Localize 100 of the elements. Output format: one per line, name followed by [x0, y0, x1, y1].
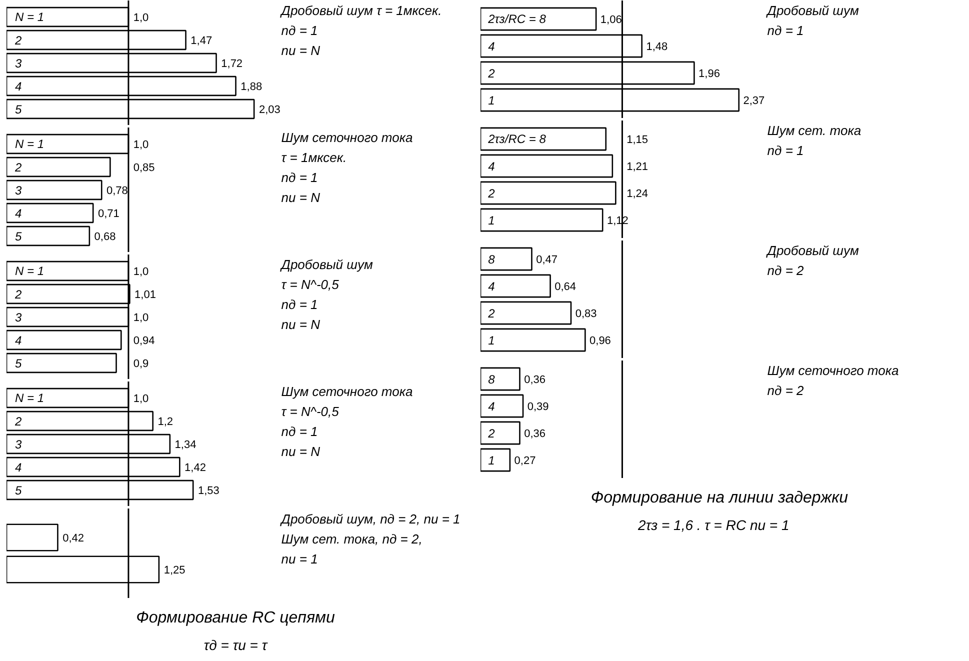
- category-label: 4: [15, 80, 22, 94]
- category-label: 2τз/RC = 8: [488, 132, 546, 146]
- data-label: 0,42: [62, 532, 84, 544]
- category-label: 1: [488, 454, 495, 468]
- data-label: 0,68: [94, 231, 116, 243]
- category-label: 2: [15, 414, 22, 428]
- data-label: 0,64: [554, 281, 576, 293]
- text: Дробовый шум τ = 1мксек.: [279, 2, 442, 18]
- category-label: 4: [488, 160, 495, 174]
- text: τд = τи = τ: [204, 637, 268, 654]
- text: Шум сеточного тока: [281, 384, 413, 399]
- data-label: 1,48: [646, 41, 668, 53]
- data-label: 1,53: [198, 485, 220, 497]
- category-label: 4: [15, 460, 22, 474]
- data-label: 2,37: [743, 95, 765, 107]
- text: nи = N: [281, 444, 321, 459]
- category-label: 4: [488, 40, 495, 54]
- data-label: 0,78: [106, 185, 128, 197]
- category-label: 2: [488, 306, 495, 320]
- data-label: 1,96: [698, 68, 720, 80]
- bar: [6, 202, 94, 224]
- data-label: 0,71: [98, 208, 120, 220]
- category-label: 5: [15, 230, 22, 244]
- bar: [480, 7, 597, 31]
- category-label: 4: [488, 400, 495, 414]
- data-label: 0,47: [536, 254, 558, 266]
- data-label: 0,96: [590, 335, 611, 347]
- data-label: 1,0: [133, 312, 149, 324]
- data-label: 0,83: [575, 308, 597, 320]
- data-label: 2,03: [258, 104, 280, 116]
- category-label: 2: [15, 34, 22, 48]
- data-label: 1,0: [133, 266, 149, 278]
- data-label: 1,15: [626, 134, 648, 146]
- bar: [480, 181, 616, 205]
- category-label: N = 1: [15, 391, 44, 405]
- category-label: 1: [488, 94, 495, 108]
- text: nи = 1: [281, 552, 318, 567]
- text: 2τз = 1,6 . τ = RC nи = 1: [637, 517, 790, 534]
- data-label: 1,72: [221, 58, 243, 70]
- category-label: 3: [15, 310, 22, 324]
- text: Дробовый шум: [279, 256, 373, 272]
- data-label: 1,0: [133, 139, 149, 151]
- bar: [6, 330, 122, 350]
- category-label: 5: [15, 102, 22, 116]
- data-label: 1,01: [134, 289, 156, 301]
- data-label: 0,36: [524, 428, 546, 440]
- text: Формирование RC цепями: [136, 609, 335, 626]
- category-label: 8: [488, 372, 495, 386]
- category-label: 8: [488, 252, 495, 266]
- category-label: 4: [15, 334, 22, 348]
- data-label: 0,39: [527, 401, 549, 413]
- data-label: 1,34: [174, 439, 196, 451]
- bar: [480, 301, 572, 325]
- category-label: 2: [15, 288, 22, 302]
- bar: [480, 274, 551, 298]
- data-label: 0,27: [514, 455, 536, 467]
- text: nд = 2: [767, 263, 805, 278]
- bar: [6, 352, 117, 374]
- category-label: 2: [15, 160, 22, 174]
- data-label: 0,9: [133, 358, 149, 370]
- category-label: 5: [15, 484, 22, 498]
- text: τ = 1мксек.: [281, 150, 347, 165]
- bar: [6, 156, 111, 178]
- category-label: N = 1: [15, 137, 44, 151]
- category-label: 1: [488, 214, 495, 228]
- category-label: 2: [488, 426, 495, 440]
- category-label: 2τз/RC = 8: [488, 12, 546, 26]
- data-label: 1,47: [190, 35, 212, 47]
- text: nи = N: [281, 316, 321, 332]
- text: nд = 1: [281, 170, 318, 185]
- bar: [480, 247, 532, 271]
- text: nд = 1: [281, 296, 318, 312]
- text: nи = N: [281, 190, 321, 205]
- text: nи = N: [281, 42, 321, 58]
- category-label: 3: [15, 184, 22, 198]
- bar: [480, 328, 586, 352]
- data-label: 1,21: [626, 161, 648, 173]
- text: nд = 1: [281, 424, 318, 439]
- data-label: 0,85: [133, 162, 155, 174]
- data-label: 1,0: [133, 12, 149, 24]
- text: Шум сеточного тока: [281, 130, 413, 145]
- category-label: 5: [15, 356, 22, 370]
- text: Дробовый шум, nд = 2, nи = 1: [279, 512, 460, 527]
- data-label: 1,88: [240, 81, 262, 93]
- category-label: 1: [488, 334, 495, 348]
- text: nд = 1: [767, 143, 804, 158]
- data-label: 1,42: [184, 462, 206, 474]
- text: nд = 1: [281, 22, 318, 38]
- text: nд = 1: [767, 23, 804, 38]
- bar: [6, 226, 90, 246]
- text: Формирование на линии задержки: [590, 489, 848, 506]
- text: τ = N^-0,5: [281, 404, 340, 419]
- category-label: 2: [488, 66, 495, 80]
- bar: [480, 127, 607, 151]
- category-label: 4: [15, 206, 22, 220]
- data-label: 0,36: [524, 374, 546, 386]
- category-label: 2: [488, 186, 495, 200]
- data-label: 1,0: [133, 393, 149, 405]
- text: Дробовый шум: [765, 243, 859, 258]
- bar: [6, 180, 102, 200]
